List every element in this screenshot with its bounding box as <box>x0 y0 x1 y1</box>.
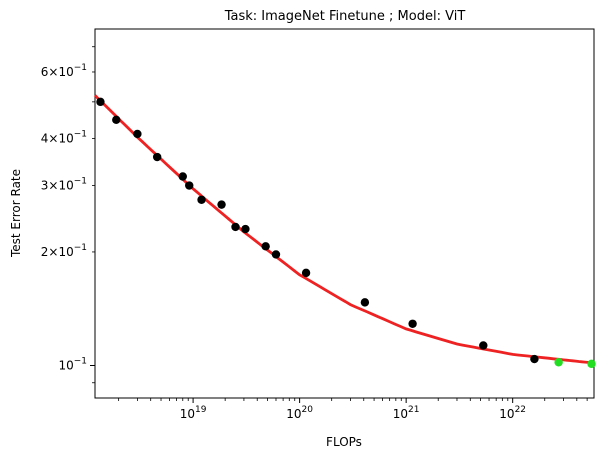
x-axis-label: FLOPs <box>326 435 362 449</box>
y-tick-label: 6×10−1 <box>41 63 87 79</box>
chart-title: Task: ImageNet Finetune ; Model: ViT <box>224 9 466 24</box>
data-point <box>261 242 270 251</box>
data-point <box>271 250 281 259</box>
data-point <box>408 319 417 328</box>
highlight-point <box>587 359 596 369</box>
x-tick-label: 1021 <box>393 405 420 421</box>
data-point <box>178 172 187 181</box>
data-point <box>231 222 240 232</box>
y-axis-label: Test Error Rate <box>9 169 23 258</box>
x-tick-label: 1022 <box>499 405 526 421</box>
data-point <box>197 195 206 204</box>
data-point <box>479 341 488 350</box>
data-points <box>96 97 596 369</box>
plot-frame <box>94 28 595 399</box>
data-point <box>530 354 539 364</box>
data-point <box>152 152 162 162</box>
fit-curve <box>94 94 595 365</box>
data-point <box>301 268 311 278</box>
data-point <box>360 298 370 307</box>
data-point <box>112 115 121 125</box>
x-tick-label: 1019 <box>180 405 207 421</box>
data-point <box>96 97 105 107</box>
y-axis: 10−1 2×10−1 3×10−1 4×10−1 6×10−1 <box>41 46 95 384</box>
plot-area <box>94 28 595 399</box>
x-axis: 1019 1020 1021 1022 <box>118 398 588 421</box>
data-point <box>185 181 194 190</box>
data-point <box>241 224 250 234</box>
y-tick-label: 4×10−1 <box>41 129 87 145</box>
highlight-point <box>554 358 563 367</box>
data-point <box>133 129 142 139</box>
x-tick-label: 1020 <box>286 405 313 421</box>
data-point <box>217 200 226 209</box>
y-tick-label: 3×10−1 <box>41 177 87 193</box>
y-tick-label: 10−1 <box>58 356 87 372</box>
y-tick-label: 2×10−1 <box>41 243 87 259</box>
